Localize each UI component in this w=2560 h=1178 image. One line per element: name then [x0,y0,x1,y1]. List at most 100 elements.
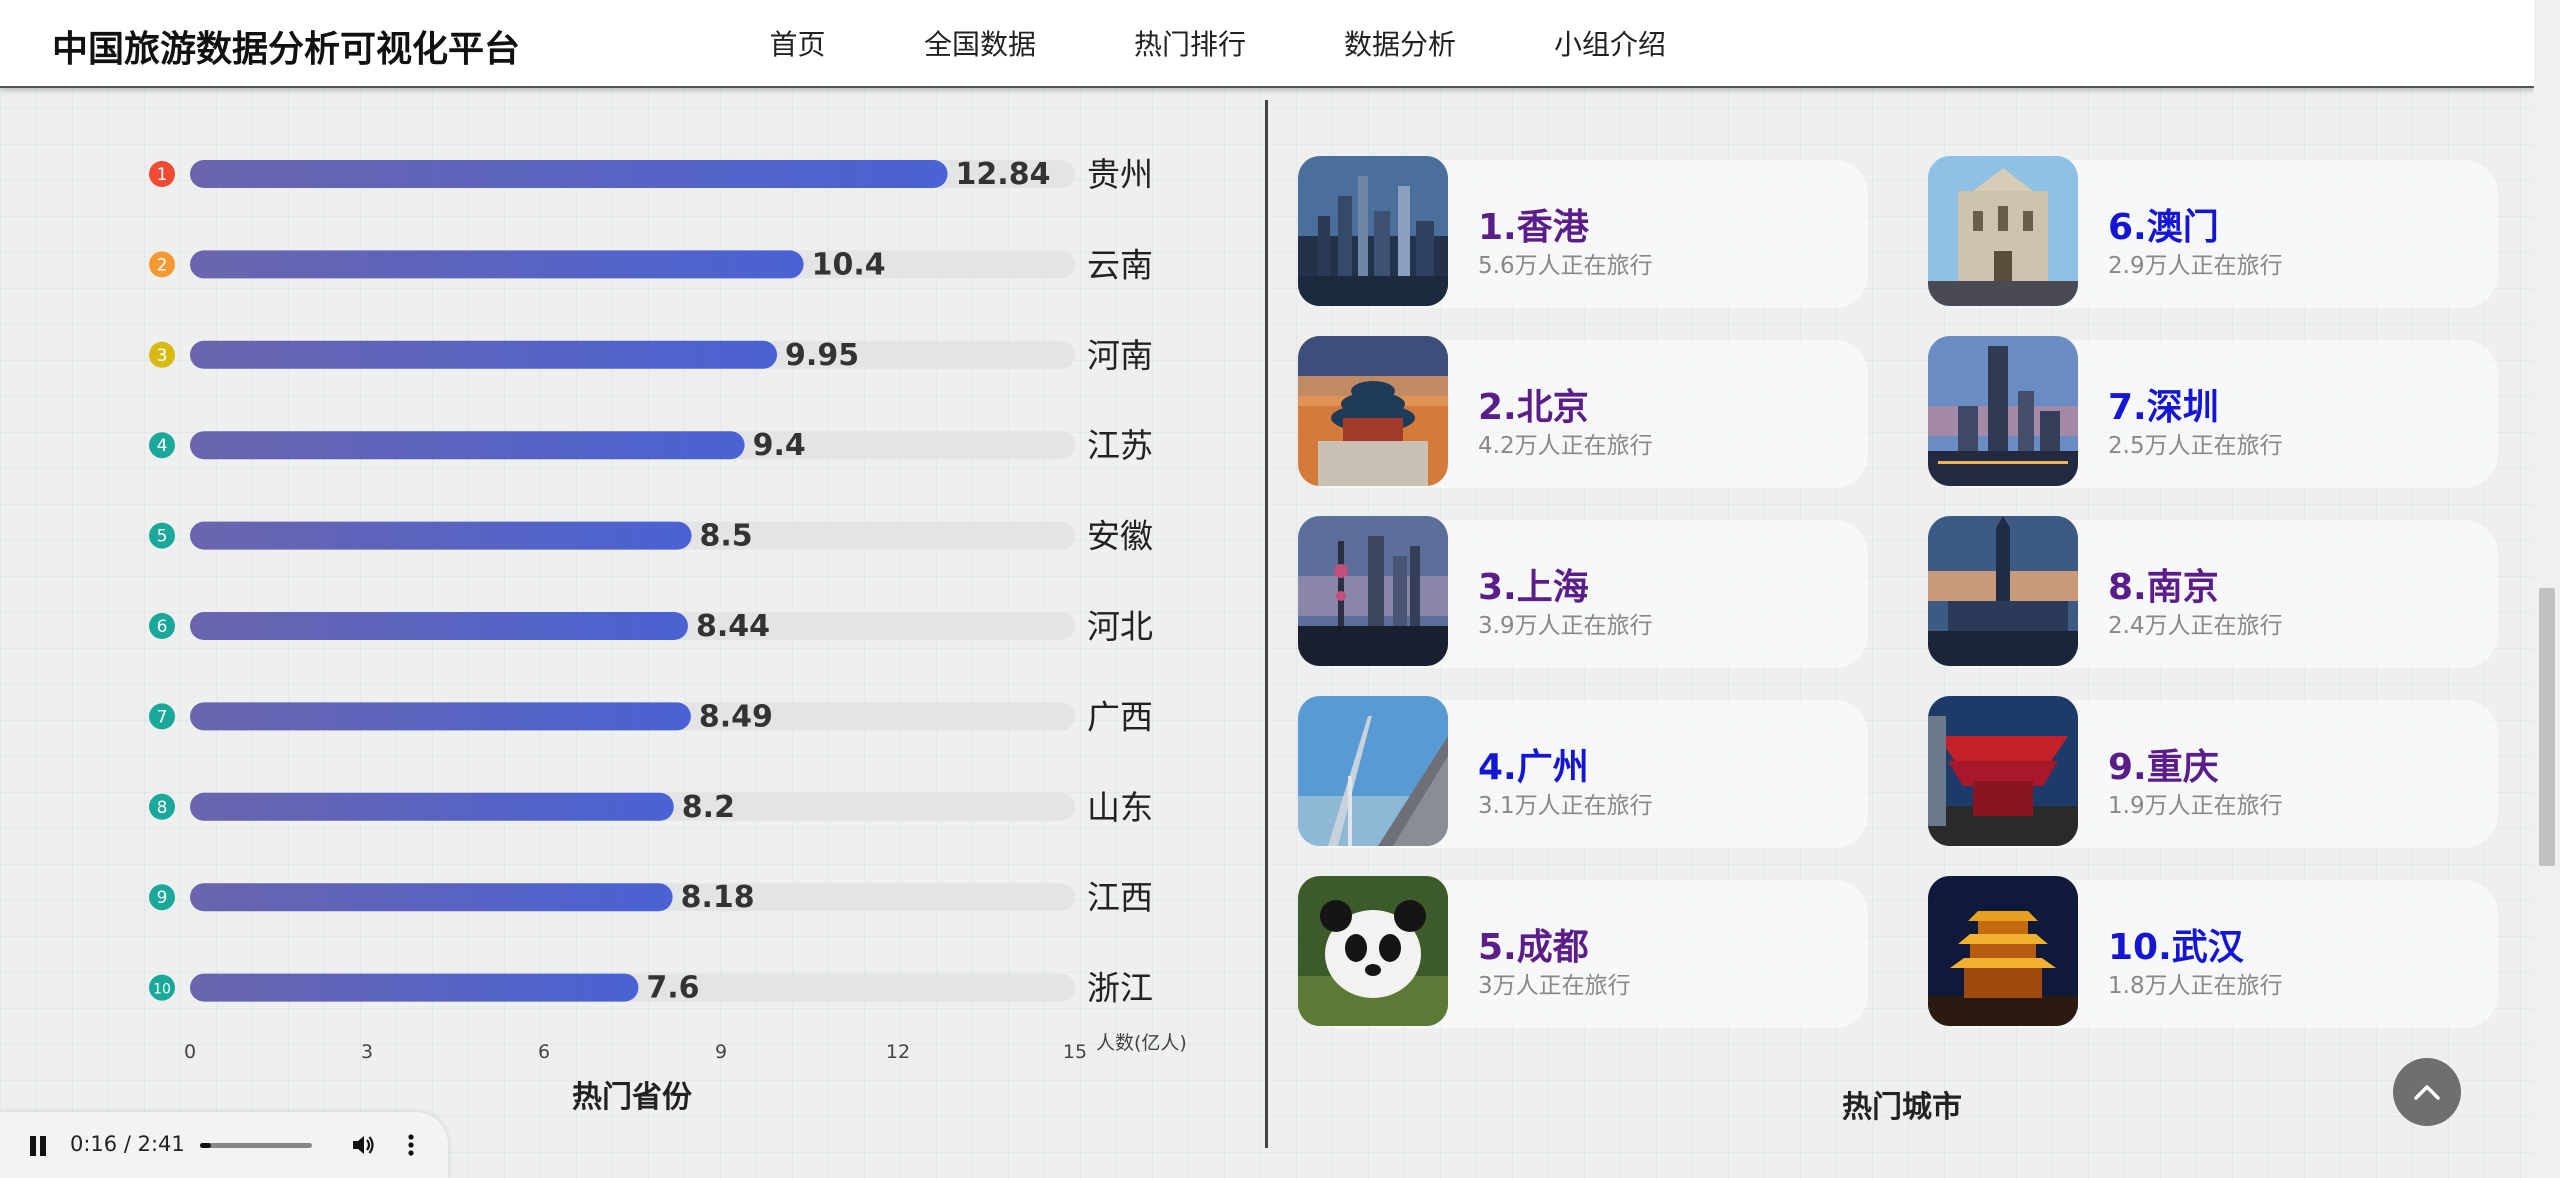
city-card[interactable]: 7.深圳 2.5万人正在旅行 [1928,336,2498,488]
nav-rankings[interactable]: 热门排行 [1133,28,1246,61]
city-card[interactable]: 4.广州 3.1万人正在旅行 [1298,696,1868,848]
category-label: 广西 [1087,697,1153,736]
pause-icon[interactable] [28,1136,50,1158]
x-tick-label: 3 [361,1041,373,1063]
x-axis-unit-label: 人数(亿人) [1096,1032,1187,1054]
bar [190,521,692,550]
ruins-of-st-paul-photo [1928,156,2078,306]
bar [190,973,639,1002]
city-card[interactable]: 2.北京 4.2万人正在旅行 [1298,336,1868,488]
scrollbar-thumb[interactable] [2539,588,2555,866]
nav-analysis[interactable]: 数据分析 [1343,28,1456,61]
city-card[interactable]: 3.上海 3.9万人正在旅行 [1298,516,1868,668]
rank-number: 1 [157,165,168,185]
category-label: 贵州 [1087,155,1153,194]
city-name[interactable]: 7.深圳 [2108,387,2219,428]
city-card[interactable]: 8.南京 2.4万人正在旅行 [1928,516,2498,668]
yellow-crane-tower-photo [1928,876,2078,1026]
volume-icon[interactable] [350,1132,376,1158]
data-label: 8.2 [682,790,735,825]
bar [190,612,688,640]
x-tick-label: 15 [1063,1041,1087,1063]
rank-number: 9 [157,888,168,908]
category-label: 河北 [1087,607,1153,646]
rank-badge [149,251,175,278]
city-card[interactable]: 1.香港 5.6万人正在旅行 [1298,156,1868,308]
city-name[interactable]: 6.澳门 [2108,207,2219,248]
city-name[interactable]: 4.广州 [1478,747,1589,788]
city-traveler-count: 3.9万人正在旅行 [1478,613,1653,639]
rank-number: 6 [157,617,168,637]
category-label: 安徽 [1087,517,1153,556]
rank-badge [149,974,175,1001]
category-label: 江苏 [1087,426,1153,465]
rank-number: 2 [157,255,168,275]
x-tick-label: 6 [538,1041,550,1063]
media-progress-bar[interactable] [200,1143,312,1148]
city-card[interactable]: 10.武汉 1.8万人正在旅行 [1928,876,2498,1028]
hongkong-skyline-photo [1298,156,1448,306]
media-progress-fill [200,1143,212,1148]
city-traveler-count: 1.9万人正在旅行 [2108,793,2283,819]
bar [190,883,673,912]
city-card[interactable]: 9.重庆 1.9万人正在旅行 [1928,696,2498,848]
bar [190,250,804,279]
city-traveler-count: 1.8万人正在旅行 [2108,973,2283,999]
category-label: 山东 [1087,788,1153,827]
site-title: 中国旅游数据分析可视化平台 [52,29,521,70]
bar [190,160,948,188]
data-label: 12.84 [956,157,1051,192]
city-name[interactable]: 10.武汉 [2108,927,2244,968]
city-card[interactable]: 5.成都 3万人正在旅行 [1298,876,1868,1028]
category-label: 江西 [1087,878,1153,917]
city-name[interactable]: 9.重庆 [2108,747,2219,788]
rank-number: 3 [157,346,168,366]
rank-badge [149,161,175,187]
city-name[interactable]: 8.南京 [2108,567,2219,608]
data-label: 8.5 [700,519,753,554]
bar [190,431,745,460]
rank-badge [149,432,175,459]
page-scrollbar[interactable] [2534,0,2560,1178]
x-tick-label: 0 [184,1041,196,1063]
china-pavilion-photo [1928,696,2078,846]
nanjing-skyline-photo [1928,516,2078,666]
nav-team[interactable]: 小组介绍 [1553,28,1666,61]
city-card[interactable]: 6.澳门 2.9万人正在旅行 [1928,156,2498,308]
rank-number: 8 [157,798,168,818]
city-name[interactable]: 3.上海 [1478,567,1589,608]
bar [190,792,674,821]
nav-national-data[interactable]: 全国数据 [923,28,1036,61]
city-traveler-count: 3.1万人正在旅行 [1478,793,1653,819]
shanghai-skyline-photo [1298,516,1448,666]
city-traveler-count: 2.5万人正在旅行 [2108,433,2283,459]
more-options-icon[interactable] [406,1132,416,1158]
main-nav: 首页 全国数据 热门排行 数据分析 小组介绍 [720,0,1715,88]
data-label: 7.6 [646,971,699,1006]
city-name[interactable]: 5.成都 [1478,927,1589,968]
category-label: 浙江 [1087,969,1153,1008]
data-label: 8.18 [681,880,755,915]
city-name[interactable]: 2.北京 [1478,387,1589,428]
back-to-top-button[interactable] [2393,1058,2461,1126]
data-label: 9.4 [753,428,806,463]
city-traveler-count: 2.4万人正在旅行 [2108,613,2283,639]
canton-tower-photo [1298,696,1448,846]
panda-photo [1298,876,1448,1026]
city-traveler-count: 4.2万人正在旅行 [1478,433,1653,459]
nav-home[interactable]: 首页 [769,28,826,61]
chevron-up-icon [2414,1085,2440,1100]
rank-number: 7 [157,707,168,727]
x-tick-label: 9 [715,1041,727,1063]
rank-badge [149,884,175,911]
chart-title: 热门省份 [572,1080,692,1115]
city-name[interactable]: 1.香港 [1478,207,1589,248]
rank-badge [149,522,175,549]
shenzhen-skyline-photo [1928,336,2078,486]
audio-player: 0:16 / 2:41 [0,1112,448,1178]
rank-badge [149,341,175,368]
bar [190,340,778,369]
media-time: 0:16 / 2:41 [70,1132,185,1156]
rank-badge [149,793,175,820]
rank-badge [149,613,175,639]
